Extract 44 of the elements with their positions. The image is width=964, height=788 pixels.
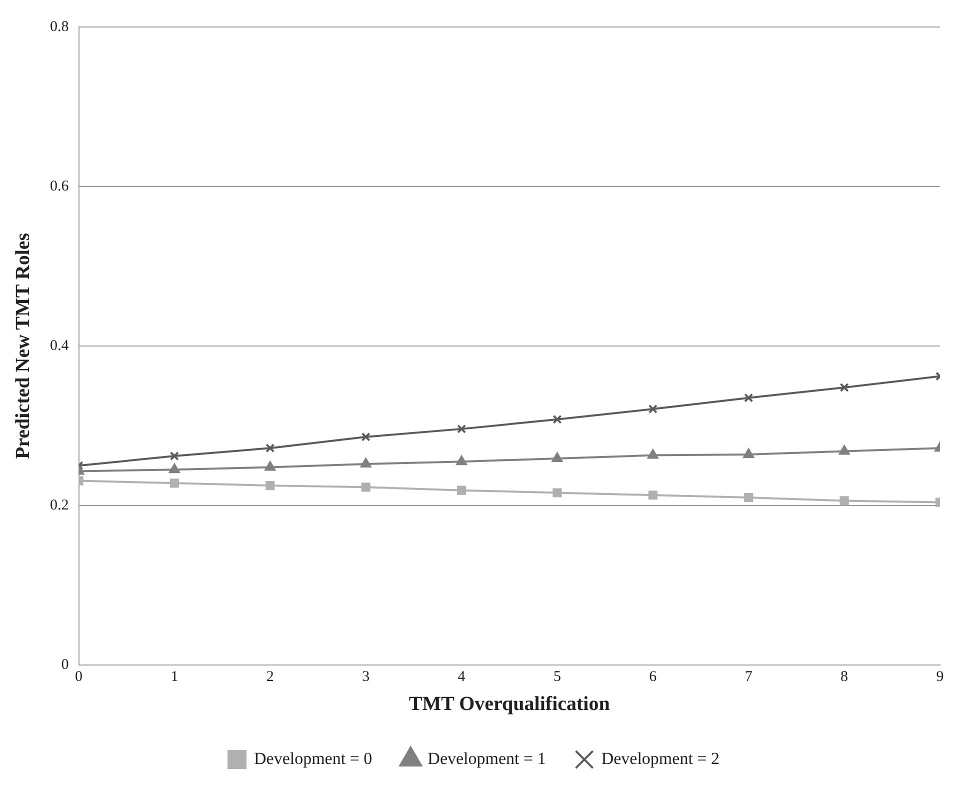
- y-tick-label: 0.2: [50, 497, 69, 514]
- point: [361, 432, 370, 442]
- legend-label: Development = 1: [428, 748, 546, 768]
- point: [552, 488, 562, 498]
- x-tick-label: 7: [744, 668, 753, 685]
- point: [170, 478, 179, 488]
- x-tick-label: 3: [362, 668, 370, 685]
- point: [648, 449, 658, 459]
- point: [648, 490, 658, 500]
- x-tick-label: 8: [840, 668, 848, 685]
- point: [552, 414, 562, 424]
- y-tick-label: 0.4: [50, 338, 70, 354]
- x-tick-label: 9: [936, 668, 944, 685]
- point: [838, 445, 850, 455]
- point: [456, 456, 467, 466]
- y-tick-label: 0.6: [50, 178, 70, 194]
- point: [456, 486, 466, 495]
- point: [743, 448, 754, 458]
- point: [744, 393, 754, 402]
- point: [744, 492, 754, 502]
- point: [456, 424, 466, 434]
- point: [360, 458, 372, 468]
- x-tick-label: 4: [458, 668, 466, 685]
- legend-label: Development = 2: [601, 748, 720, 768]
- point: [266, 481, 275, 490]
- legend-label: Development = 0: [254, 748, 372, 768]
- y-tick-label: 0.8: [50, 18, 69, 35]
- point: [170, 452, 179, 461]
- x-tick-label: 6: [649, 668, 658, 685]
- point: [266, 444, 275, 453]
- point: [264, 461, 276, 471]
- point: [648, 404, 658, 414]
- point: [552, 452, 563, 462]
- y-tick-label: 0: [61, 656, 69, 673]
- point: [169, 464, 180, 474]
- y-axis-title: Predicted New TMT Roles: [12, 232, 34, 460]
- point: [840, 496, 849, 506]
- x-tick-label: 2: [266, 668, 274, 685]
- x-tick-label: 5: [553, 668, 561, 685]
- x-tick-label: 1: [170, 668, 178, 685]
- point: [840, 382, 849, 392]
- x-tick-label: 0: [75, 668, 82, 685]
- point: [361, 482, 370, 492]
- x-axis-title: TMT Overqualification: [408, 693, 610, 716]
